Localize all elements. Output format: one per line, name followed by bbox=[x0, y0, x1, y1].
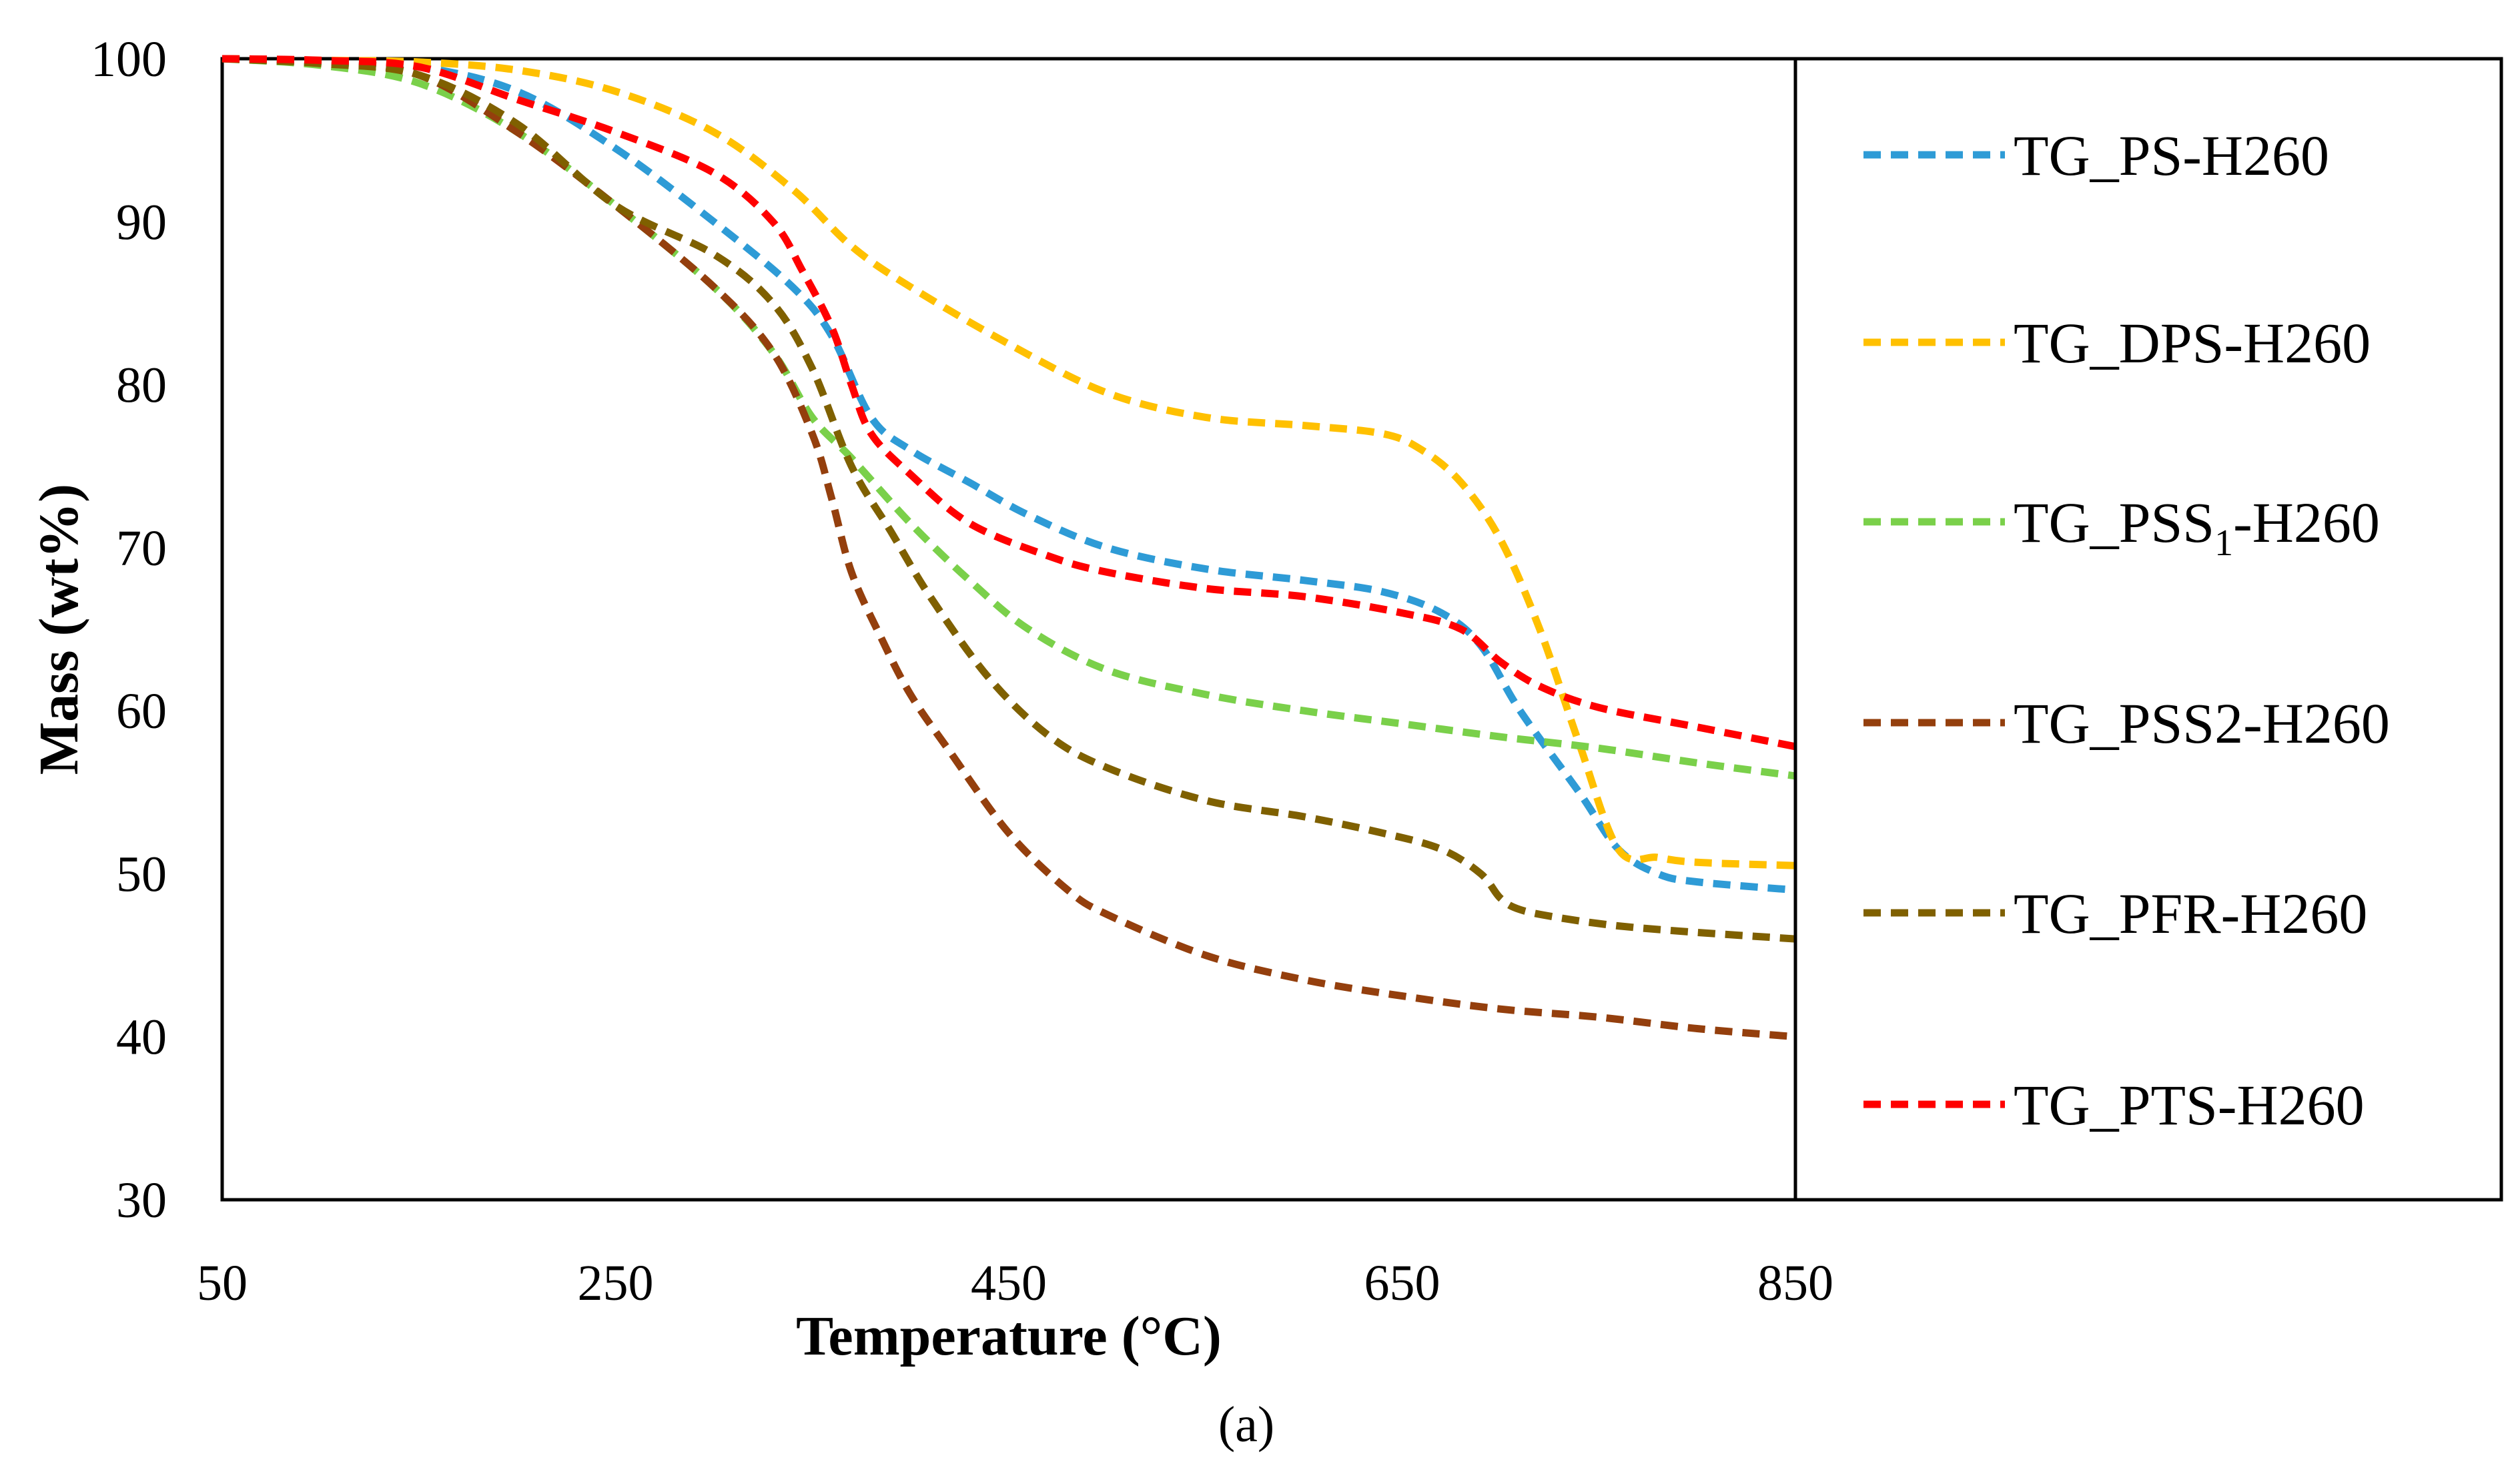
series-layer bbox=[222, 55, 1797, 1041]
y-tick-label: 30 bbox=[116, 1172, 167, 1228]
x-tick-label: 450 bbox=[971, 1255, 1047, 1311]
legend-box bbox=[1793, 57, 2503, 1202]
y-axis-title: Mass (wt%) bbox=[28, 484, 90, 775]
legend: TG_PS-H260 TG_DPS-H260 TG_PSS1-H260 TG_PSS2… bbox=[1793, 57, 2503, 1202]
legend-label: TG_DPS-H260 bbox=[2014, 311, 2371, 375]
legend-label: TG_PSS2-H260 bbox=[2014, 691, 2390, 755]
y-tick-label: 40 bbox=[116, 1010, 167, 1066]
series-line-tg-ps-h260 bbox=[222, 55, 1796, 894]
y-tick-label: 70 bbox=[116, 520, 167, 577]
y-tick-label: 100 bbox=[91, 31, 167, 87]
x-tick-label: 850 bbox=[1757, 1255, 1833, 1311]
series-line-tg-pts-h260 bbox=[222, 55, 1797, 751]
legend-item-tg-pss1-h260: TG_PSS1-H260 bbox=[1863, 490, 2380, 564]
y-tick-label: 50 bbox=[116, 846, 167, 902]
y-tick-label: 80 bbox=[116, 358, 167, 414]
plot-area bbox=[220, 57, 1797, 1202]
legend-label: TG_PSS1-H260 bbox=[2014, 490, 2380, 564]
legend-item-tg-pts-h260: TG_PTS-H260 bbox=[1863, 1073, 2365, 1137]
x-tick-labels: 50 250 450 650 850 bbox=[197, 1255, 1833, 1311]
y-tick-label: 90 bbox=[116, 194, 167, 250]
x-tick-label: 50 bbox=[197, 1255, 248, 1311]
legend-item-tg-pss2-h260: TG_PSS2-H260 bbox=[1863, 691, 2390, 755]
x-axis-title: Temperature (°C) bbox=[796, 1305, 1222, 1367]
legend-item-tg-dps-h260: TG_DPS-H260 bbox=[1863, 311, 2371, 375]
x-tick-label: 650 bbox=[1364, 1255, 1440, 1311]
series-line-tg-pss2-h260 bbox=[222, 55, 1796, 1041]
legend-label: TG_PS-H260 bbox=[2014, 123, 2329, 188]
plot-frame bbox=[220, 57, 1797, 1202]
y-tick-labels: 30 40 50 60 70 80 90 100 bbox=[91, 31, 167, 1228]
x-tick-label: 250 bbox=[578, 1255, 654, 1311]
legend-label: TG_PFR-H260 bbox=[2014, 881, 2367, 946]
figure-caption: (a) bbox=[1218, 1397, 1274, 1453]
legend-item-tg-pfr-h260: TG_PFR-H260 bbox=[1863, 881, 2367, 946]
series-line-tg-pss1-h260 bbox=[222, 55, 1796, 780]
legend-label: TG_PTS-H260 bbox=[2014, 1073, 2365, 1137]
legend-item-tg-ps-h260: TG_PS-H260 bbox=[1863, 123, 2329, 188]
y-tick-label: 60 bbox=[116, 683, 167, 739]
series-line-tg-pfr-h260 bbox=[222, 55, 1796, 943]
